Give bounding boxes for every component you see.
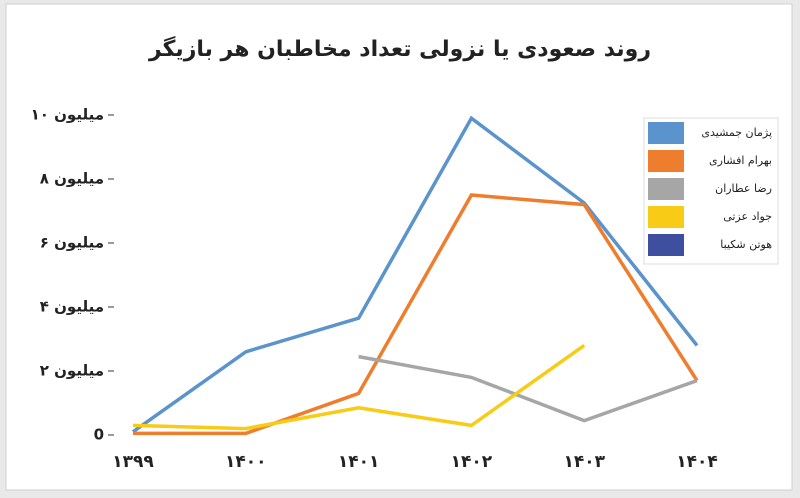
x-tick-label: ۱۴۰۳ [563, 452, 605, 472]
chart-title: روند صعودی یا نزولی تعداد مخاطبان هر باز… [148, 35, 651, 62]
series-line [358, 354, 698, 423]
x-tick-label: ۱۴۰۰ [225, 452, 267, 472]
x-tick-label: ۱۴۰۱ [338, 452, 380, 472]
x-tick-label: ۱۴۰۲ [451, 452, 493, 472]
y-tick-label: ۱۰ میلیون [31, 106, 104, 124]
legend-label: رضا عطاران [715, 182, 772, 195]
legend-label: هوتن شکیبا [720, 238, 772, 251]
x-tick-label: ۱۳۹۹ [112, 452, 154, 472]
legend-label: پژمان جمشیدی [701, 126, 772, 139]
y-tick-label: 0 [94, 426, 104, 444]
series-line [132, 343, 586, 431]
series-line [133, 193, 699, 436]
legend-swatch [648, 234, 684, 256]
y-tick-label: ۴ میلیون [40, 298, 104, 316]
series-line [131, 115, 699, 434]
legend-label: جواد عزتی [723, 210, 772, 223]
y-tick-label: ۲ میلیون [40, 362, 104, 380]
legend-swatch [648, 178, 684, 200]
y-tick-label: ۸ میلیون [40, 170, 104, 188]
legend-label: بهرام افشاری [709, 154, 772, 167]
legend-swatch [648, 150, 684, 172]
legend-swatch [648, 206, 684, 228]
x-tick-label: ۱۴۰۴ [676, 452, 718, 472]
y-tick-label: ۶ میلیون [40, 234, 104, 252]
legend-swatch [648, 122, 684, 144]
